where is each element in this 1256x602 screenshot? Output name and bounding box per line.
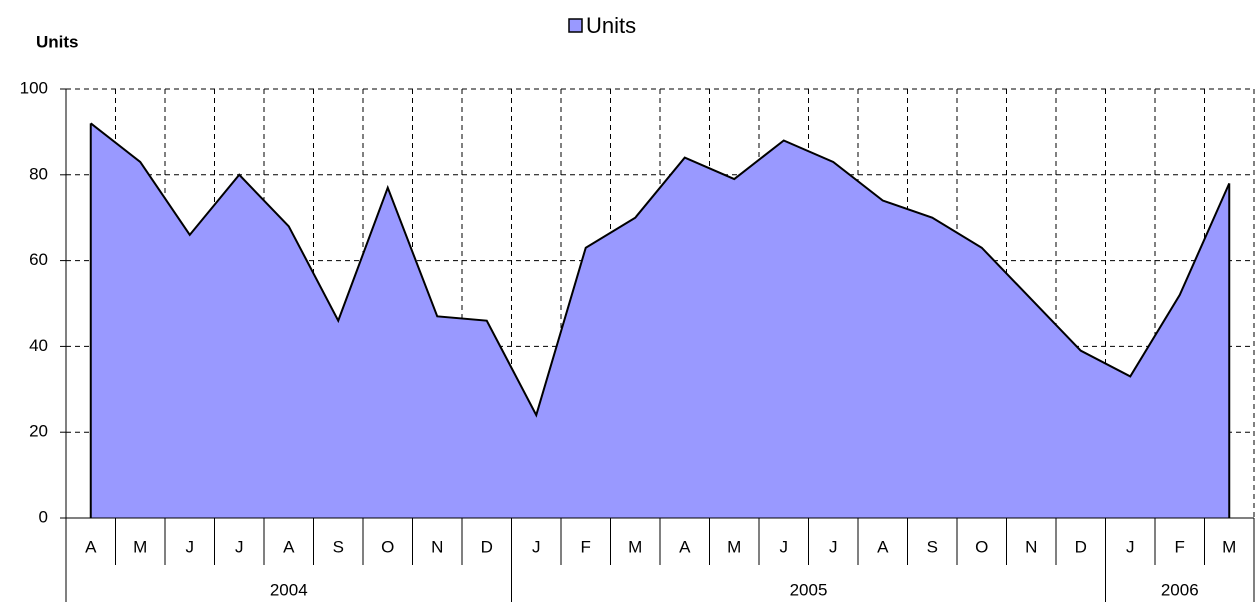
x-tick-label: M — [133, 537, 147, 556]
x-tick-label: J — [829, 537, 838, 556]
legend-swatch — [568, 18, 583, 33]
x-tick-label: F — [581, 537, 591, 556]
x-tick-label: J — [235, 537, 244, 556]
x-tick-label: M — [628, 537, 642, 556]
line — [90, 122, 1231, 418]
y-tick-label: 0 — [39, 507, 48, 526]
x-tick-label: J — [532, 537, 541, 556]
x-tick-label: A — [85, 537, 97, 556]
x-tick-label: M — [727, 537, 741, 556]
group-label: 2004 — [270, 580, 308, 599]
x-tick-label: M — [1222, 537, 1236, 556]
x-tick-label: A — [877, 537, 889, 556]
x-tick-label: F — [1175, 537, 1185, 556]
x-tick-label: O — [381, 537, 394, 556]
x-tick-label: N — [1025, 537, 1037, 556]
y-tick-label: 60 — [29, 250, 48, 269]
y-axis-title: Units — [36, 32, 79, 51]
y-tick-label: 40 — [29, 336, 48, 355]
x-tick-label: J — [780, 537, 789, 556]
x-tick-label: S — [333, 537, 344, 556]
x-tick-label: A — [283, 537, 295, 556]
x-tick-label: S — [927, 537, 938, 556]
group-label: 2006 — [1161, 580, 1199, 599]
x-tick-label: J — [186, 537, 195, 556]
y-tick-label: 20 — [29, 422, 48, 441]
group-label: 2005 — [790, 580, 828, 599]
legend-label: Units — [586, 13, 636, 38]
x-tick-label: A — [679, 537, 691, 556]
x-tick-label: J — [1126, 537, 1135, 556]
x-tick-label: N — [431, 537, 443, 556]
y-tick-label: 80 — [29, 164, 48, 183]
x-tick-label: D — [481, 537, 493, 556]
x-tick-label: D — [1075, 537, 1087, 556]
x-tick-label: O — [975, 537, 988, 556]
y-tick-label: 100 — [20, 78, 48, 97]
